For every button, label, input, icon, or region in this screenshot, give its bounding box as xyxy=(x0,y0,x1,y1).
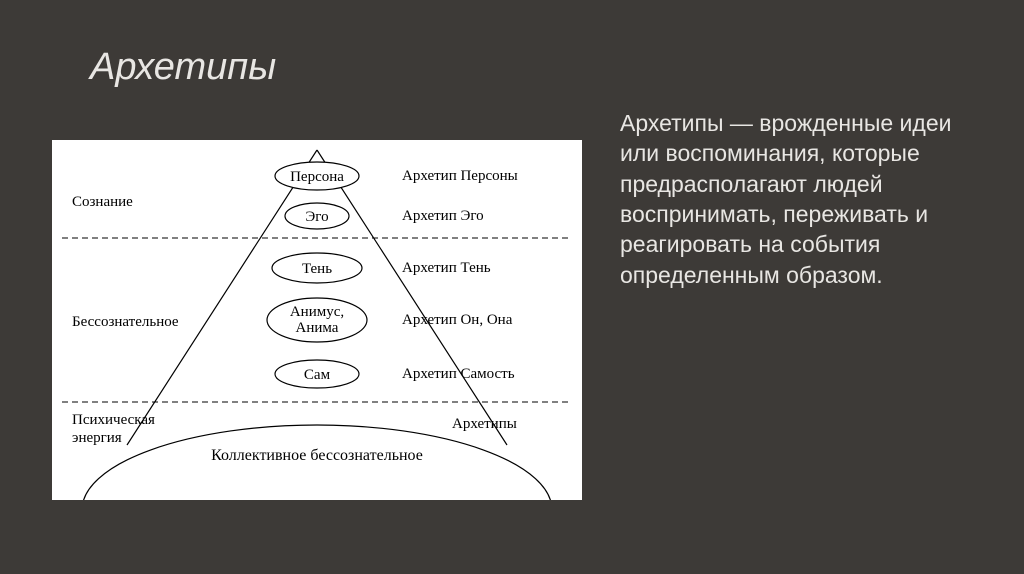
svg-text:Эго: Эго xyxy=(305,209,328,225)
svg-text:Бессознательное: Бессознательное xyxy=(72,314,179,330)
archetype-diagram: Персона Эго Тень Анимус,Анима Сам Сознание Бе… xyxy=(52,140,582,500)
bottom-label: Коллективное бессознательное xyxy=(211,447,423,464)
svg-text:Психическая: Психическая xyxy=(72,412,155,428)
svg-text:Анимус,: Анимус, xyxy=(290,304,344,320)
diagram-svg: Персона Эго Тень Анимус,Анима Сам Сознание Бе… xyxy=(52,140,582,500)
description-text: Архетипы — врожденные идеи или воспомина… xyxy=(620,108,970,290)
slide-title: Архетипы xyxy=(90,46,276,89)
svg-text:Анима: Анима xyxy=(296,320,339,336)
svg-text:Сознание: Сознание xyxy=(72,194,133,210)
svg-text:Архетип Он, Она: Архетип Он, Она xyxy=(402,312,513,328)
svg-text:Персона: Персона xyxy=(290,169,344,185)
svg-text:энергия: энергия xyxy=(72,430,122,446)
svg-text:Архетип Самость: Архетип Самость xyxy=(402,366,515,382)
svg-text:Коллективное бессознательное: Коллективное бессознательное xyxy=(211,447,423,464)
svg-text:Сам: Сам xyxy=(304,367,331,383)
svg-text:Архетип Эго: Архетип Эго xyxy=(402,208,484,224)
ellipses: Персона Эго Тень Анимус,Анима Сам xyxy=(267,162,367,388)
left-labels: Сознание Бессознательное Психическая энерги… xyxy=(72,194,179,446)
svg-text:Архетип Персоны: Архетип Персоны xyxy=(402,168,518,184)
svg-text:Архетип Тень: Архетип Тень xyxy=(402,260,491,276)
right-labels: Архетип Персоны Архетип Эго Архетип Тень Ар… xyxy=(402,168,518,432)
svg-text:Архетипы: Архетипы xyxy=(452,416,517,432)
svg-text:Тень: Тень xyxy=(302,261,332,277)
